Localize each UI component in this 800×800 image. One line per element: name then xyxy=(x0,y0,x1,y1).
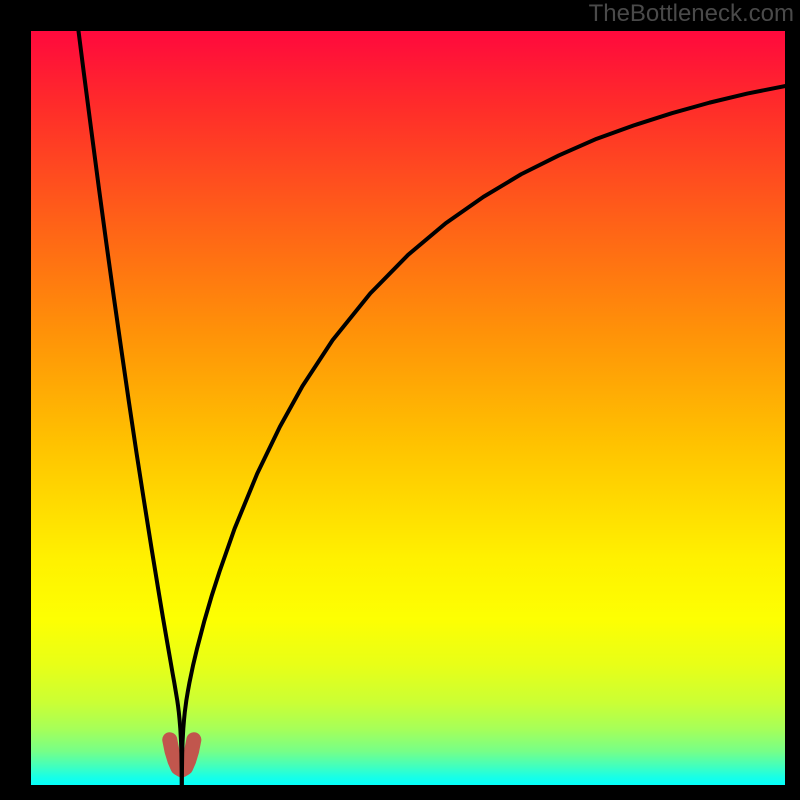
chart-svg xyxy=(31,31,785,785)
curve-right xyxy=(182,86,785,785)
curve-left xyxy=(79,31,182,785)
watermark-text: TheBottleneck.com xyxy=(589,0,794,28)
chart-stage: TheBottleneck.com xyxy=(0,0,800,800)
plot-area xyxy=(31,31,785,785)
